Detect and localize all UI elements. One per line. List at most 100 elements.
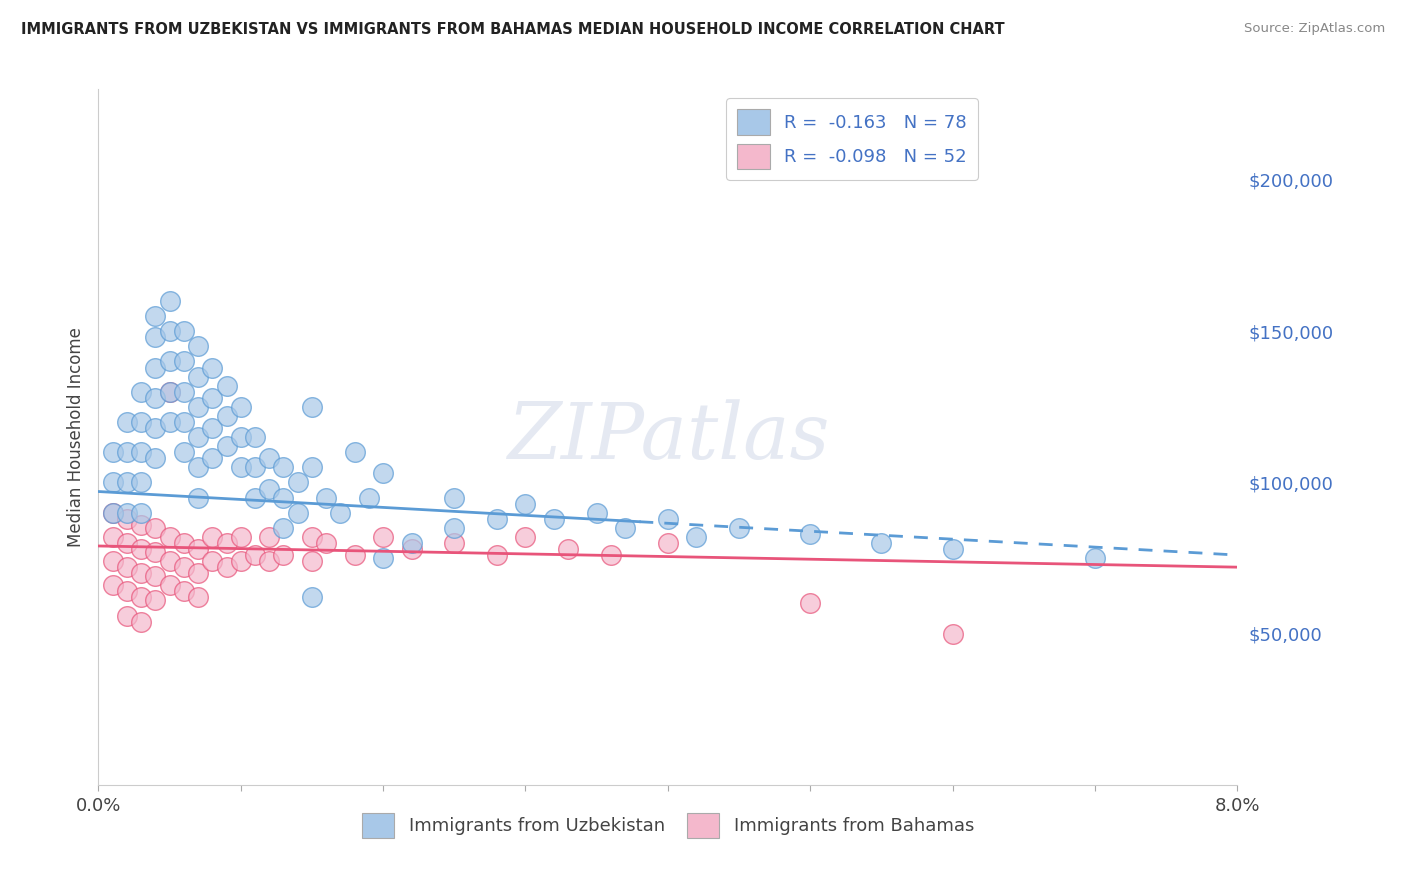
Point	[145, 421, 167, 435]
Point	[173, 536, 195, 550]
Point	[273, 491, 295, 505]
Point	[159, 530, 181, 544]
Point	[215, 560, 238, 574]
Point	[115, 475, 138, 490]
Point	[301, 591, 323, 605]
Point	[201, 530, 224, 544]
Point	[145, 391, 167, 405]
Point	[215, 378, 238, 392]
Point	[942, 541, 965, 556]
Point	[129, 541, 152, 556]
Point	[401, 541, 423, 556]
Point	[173, 445, 195, 459]
Point	[657, 512, 679, 526]
Point	[371, 467, 394, 481]
Point	[115, 506, 138, 520]
Point	[115, 536, 138, 550]
Point	[187, 541, 209, 556]
Point	[259, 530, 281, 544]
Point	[329, 506, 352, 520]
Point	[159, 354, 181, 368]
Point	[657, 536, 679, 550]
Point	[243, 430, 266, 444]
Point	[145, 451, 167, 466]
Point	[187, 591, 209, 605]
Point	[585, 506, 607, 520]
Point	[259, 554, 281, 568]
Point	[115, 445, 138, 459]
Point	[159, 324, 181, 338]
Point	[159, 293, 181, 308]
Point	[129, 445, 152, 459]
Point	[229, 430, 252, 444]
Point	[101, 578, 124, 592]
Point	[243, 460, 266, 475]
Point	[187, 460, 209, 475]
Point	[173, 584, 195, 599]
Point	[145, 309, 167, 323]
Point	[145, 330, 167, 344]
Point	[129, 384, 152, 399]
Point	[315, 491, 337, 505]
Y-axis label: Median Household Income: Median Household Income	[66, 327, 84, 547]
Point	[229, 400, 252, 414]
Point	[357, 491, 380, 505]
Text: IMMIGRANTS FROM UZBEKISTAN VS IMMIGRANTS FROM BAHAMAS MEDIAN HOUSEHOLD INCOME CO: IMMIGRANTS FROM UZBEKISTAN VS IMMIGRANTS…	[21, 22, 1005, 37]
Point	[614, 521, 637, 535]
Point	[515, 497, 537, 511]
Point	[371, 530, 394, 544]
Point	[101, 554, 124, 568]
Point	[173, 324, 195, 338]
Point	[187, 339, 209, 353]
Point	[159, 578, 181, 592]
Text: Source: ZipAtlas.com: Source: ZipAtlas.com	[1244, 22, 1385, 36]
Point	[145, 593, 167, 607]
Point	[343, 445, 366, 459]
Point	[159, 554, 181, 568]
Point	[187, 566, 209, 581]
Point	[600, 548, 623, 562]
Point	[115, 415, 138, 429]
Point	[942, 626, 965, 640]
Point	[129, 415, 152, 429]
Point	[115, 584, 138, 599]
Point	[145, 569, 167, 583]
Point	[343, 548, 366, 562]
Point	[129, 506, 152, 520]
Point	[129, 475, 152, 490]
Point	[486, 548, 509, 562]
Point	[215, 536, 238, 550]
Legend: Immigrants from Uzbekistan, Immigrants from Bahamas: Immigrants from Uzbekistan, Immigrants f…	[354, 805, 981, 846]
Point	[443, 536, 465, 550]
Point	[215, 439, 238, 453]
Point	[515, 530, 537, 544]
Point	[486, 512, 509, 526]
Point	[173, 415, 195, 429]
Point	[287, 475, 309, 490]
Point	[685, 530, 707, 544]
Point	[159, 384, 181, 399]
Point	[201, 421, 224, 435]
Point	[129, 566, 152, 581]
Point	[229, 554, 252, 568]
Point	[259, 451, 281, 466]
Point	[101, 506, 124, 520]
Point	[145, 521, 167, 535]
Point	[273, 521, 295, 535]
Point	[301, 530, 323, 544]
Point	[229, 460, 252, 475]
Point	[187, 430, 209, 444]
Point	[159, 415, 181, 429]
Point	[799, 597, 821, 611]
Point	[187, 491, 209, 505]
Point	[243, 548, 266, 562]
Point	[101, 506, 124, 520]
Point	[799, 527, 821, 541]
Point	[201, 360, 224, 375]
Point	[301, 460, 323, 475]
Point	[173, 354, 195, 368]
Point	[173, 560, 195, 574]
Point	[443, 521, 465, 535]
Point	[543, 512, 565, 526]
Point	[187, 400, 209, 414]
